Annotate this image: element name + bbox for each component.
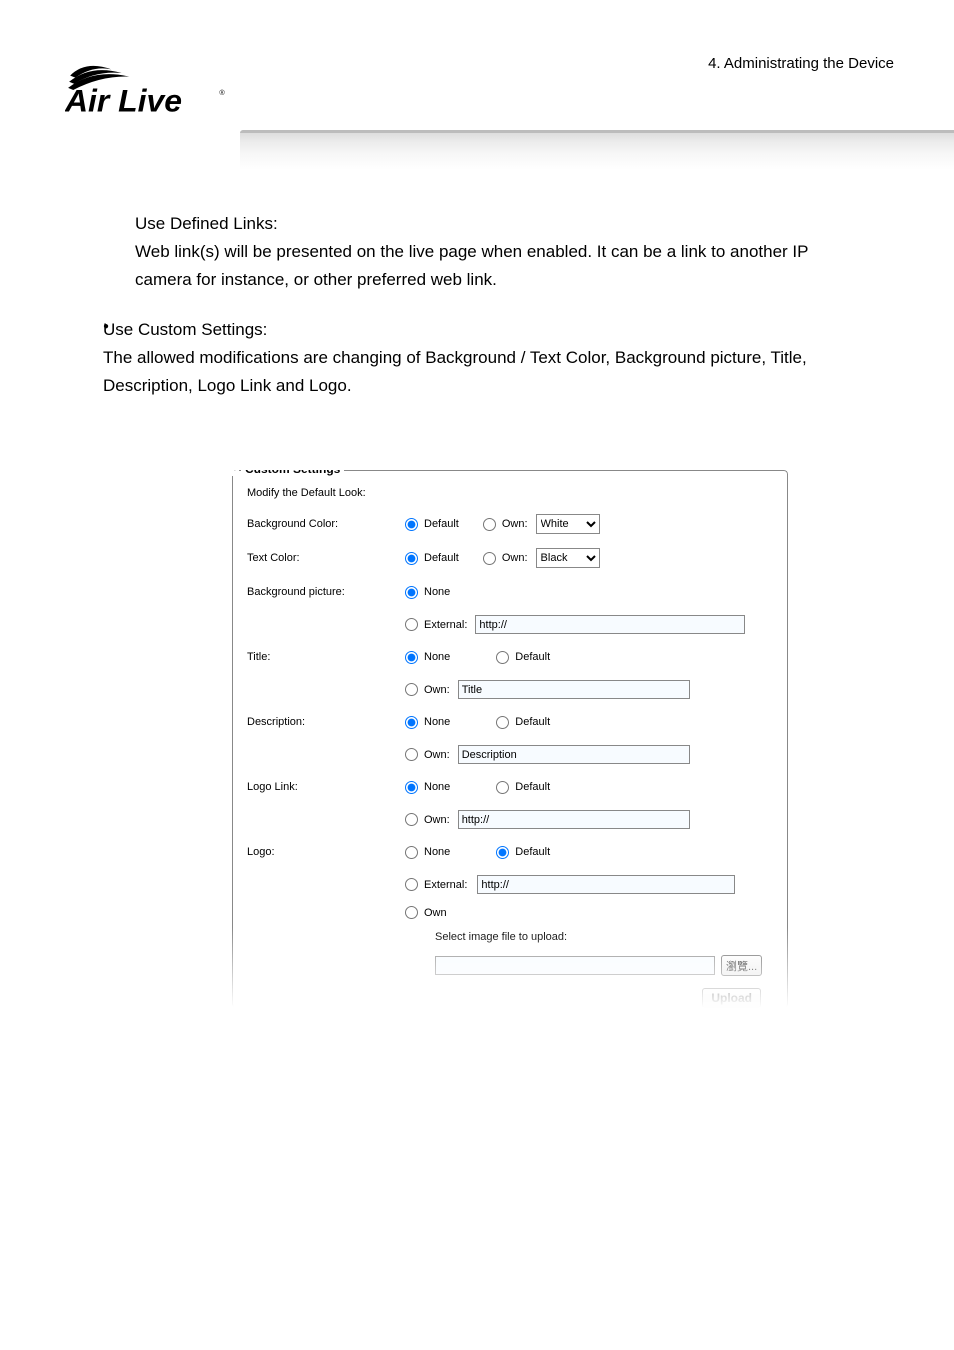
- breadcrumb: 4. Administrating the Device: [708, 55, 894, 72]
- label-bg-color: Background Color:: [247, 518, 405, 530]
- title-default-label: Default: [515, 651, 550, 663]
- logo-external-radio[interactable]: [405, 878, 418, 891]
- description-own-label: Own:: [424, 749, 450, 761]
- title-none-label: None: [424, 651, 450, 663]
- label-bg-picture: Background picture:: [247, 586, 405, 598]
- bg-color-default-label: Default: [424, 518, 459, 530]
- description-none-radio[interactable]: [405, 716, 418, 729]
- defined-links-heading: Use Defined Links:: [135, 210, 859, 238]
- label-title: Title:: [247, 651, 405, 663]
- logo-own-label: Own: [424, 907, 447, 919]
- upload-heading: Select image file to upload:: [435, 931, 567, 943]
- logo-link-own-input[interactable]: [458, 810, 690, 829]
- bg-picture-external-input[interactable]: [475, 615, 745, 634]
- bg-color-own-radio[interactable]: [483, 518, 496, 531]
- description-none-label: None: [424, 716, 450, 728]
- title-own-label: Own:: [424, 684, 450, 696]
- panel-legend: Custom Settings: [241, 462, 344, 476]
- bg-picture-external-label: External:: [424, 619, 467, 631]
- upload-button[interactable]: Upload: [702, 988, 761, 1008]
- header-gradient: [240, 130, 954, 170]
- text-color-own-label: Own:: [502, 552, 528, 564]
- title-default-radio[interactable]: [496, 651, 509, 664]
- text-color-default-label: Default: [424, 552, 459, 564]
- logo-link-default-radio[interactable]: [496, 781, 509, 794]
- logo-own-radio[interactable]: [405, 906, 418, 919]
- logo-link-none-radio[interactable]: [405, 781, 418, 794]
- description-default-label: Default: [515, 716, 550, 728]
- upload-file-input[interactable]: [435, 956, 715, 975]
- logo-link-default-label: Default: [515, 781, 550, 793]
- bg-picture-none-label: None: [424, 586, 450, 598]
- text-color-own-radio[interactable]: [483, 552, 496, 565]
- panel-subhead: Modify the Default Look:: [247, 487, 773, 499]
- custom-settings-heading: Use Custom Settings:: [103, 316, 859, 344]
- custom-settings-panel: – Custom Settings Modify the Default Loo…: [232, 470, 788, 1008]
- custom-settings-text: The allowed modifications are changing o…: [103, 344, 859, 400]
- logo-link-own-label: Own:: [424, 814, 450, 826]
- bg-color-own-label: Own:: [502, 518, 528, 530]
- logo-default-label: Default: [515, 846, 550, 858]
- label-logo-link: Logo Link:: [247, 781, 405, 793]
- title-none-radio[interactable]: [405, 651, 418, 664]
- logo-default-radio[interactable]: [496, 846, 509, 859]
- label-text-color: Text Color:: [247, 552, 405, 564]
- bg-picture-external-radio[interactable]: [405, 618, 418, 631]
- defined-links-text: Web link(s) will be presented on the liv…: [135, 238, 859, 294]
- svg-text:®: ®: [219, 88, 225, 97]
- description-own-input[interactable]: [458, 745, 690, 764]
- bg-color-own-select[interactable]: White: [536, 514, 600, 534]
- logo-external-label: External:: [424, 879, 467, 891]
- browse-button[interactable]: 瀏覽...: [721, 955, 762, 976]
- logo-external-input[interactable]: [477, 875, 735, 894]
- title-own-input[interactable]: [458, 680, 690, 699]
- brand-logo: Air Live ®: [65, 55, 240, 122]
- logo-none-label: None: [424, 846, 450, 858]
- label-description: Description:: [247, 716, 405, 728]
- text-color-own-select[interactable]: Black: [536, 548, 600, 568]
- description-own-radio[interactable]: [405, 748, 418, 761]
- bg-color-default-radio[interactable]: [405, 518, 418, 531]
- bg-picture-none-radio[interactable]: [405, 586, 418, 599]
- description-default-radio[interactable]: [496, 716, 509, 729]
- title-own-radio[interactable]: [405, 683, 418, 696]
- logo-none-radio[interactable]: [405, 846, 418, 859]
- logo-link-none-label: None: [424, 781, 450, 793]
- text-color-default-radio[interactable]: [405, 552, 418, 565]
- logo-link-own-radio[interactable]: [405, 813, 418, 826]
- label-logo: Logo:: [247, 846, 405, 858]
- svg-text:Air Live: Air Live: [65, 83, 182, 117]
- legend-dash: –: [225, 462, 239, 476]
